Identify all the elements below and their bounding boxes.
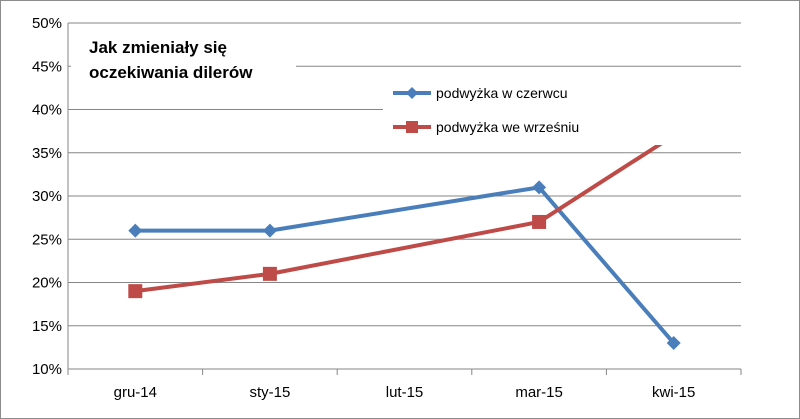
- data-point-square: [532, 214, 547, 229]
- chart-title-line-1: Jak zmieniały się: [89, 38, 227, 57]
- y-tick-label: 15%: [32, 318, 62, 335]
- x-tick-label: lut-15: [386, 384, 424, 401]
- data-point-diamond: [666, 336, 681, 351]
- data-point-square: [128, 284, 143, 299]
- data-point-diamond: [262, 223, 277, 238]
- data-point-diamond: [532, 180, 547, 195]
- x-tick-label: gru-14: [114, 384, 157, 401]
- legend-marker-square: [406, 121, 418, 133]
- y-tick-label: 30%: [32, 188, 62, 205]
- series-line-2: [135, 133, 675, 294]
- y-tick-label: 40%: [32, 102, 62, 119]
- legend: podwyżka w czerwcu podwyżka we wrześniu: [383, 75, 743, 145]
- x-tick-label: kwi-15: [652, 384, 695, 401]
- series-line-1: [135, 185, 676, 345]
- axes: [67, 23, 742, 375]
- x-axis-tick-labels: gru-14 sty-15 lut-15 mar-15 kwi-15: [114, 384, 696, 401]
- legend-label-series-1: podwyżka w czerwcu: [436, 85, 568, 101]
- y-tick-label: 50%: [32, 15, 62, 32]
- data-point-diamond: [128, 223, 143, 238]
- x-tick-label: sty-15: [249, 384, 290, 401]
- chart-title: Jak zmieniały się oczekiwania dilerów: [71, 29, 296, 91]
- data-series: [128, 128, 681, 351]
- x-tick-label: mar-15: [515, 384, 563, 401]
- gridlines: [68, 22, 741, 370]
- legend-label-series-2: podwyżka we wrześniu: [436, 119, 579, 135]
- y-tick-label: 10%: [32, 361, 62, 378]
- legend-marker-diamond: [406, 87, 418, 99]
- data-point-square: [262, 266, 277, 281]
- legend-item-series-1: podwyżka w czerwcu: [393, 85, 568, 101]
- y-axis-tick-labels: 10% 15% 20% 25% 30% 35% 40% 45% 50%: [32, 15, 62, 378]
- y-tick-label: 20%: [32, 275, 62, 292]
- legend-item-series-2: podwyżka we wrześniu: [393, 119, 579, 135]
- y-tick-label: 45%: [32, 58, 62, 75]
- y-tick-label: 35%: [32, 145, 62, 162]
- chart-title-line-2: oczekiwania dilerów: [89, 63, 253, 82]
- y-tick-label: 25%: [32, 231, 62, 248]
